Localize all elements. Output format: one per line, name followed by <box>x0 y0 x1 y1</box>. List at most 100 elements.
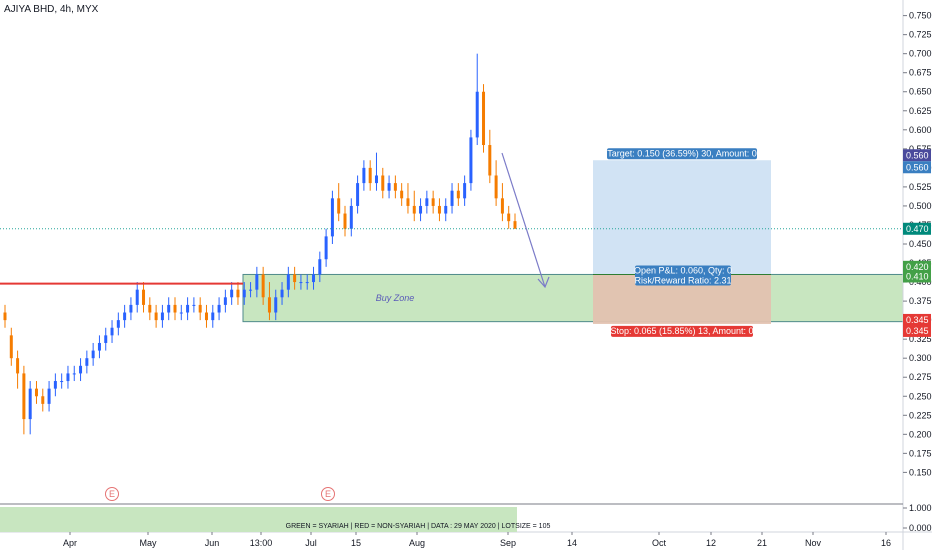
candle-body <box>91 350 95 359</box>
price-axis[interactable]: 0.150 0.175 0.200 0.225 0.250 0.275 0.300 0.325… <box>902 0 932 550</box>
time-axis[interactable]: Apr May Jun 13:00 Jul 15 Aug Sep 14 Oct 12 21 Nov 16 <box>0 531 932 548</box>
price-tick-label: 0.525 <box>909 182 932 192</box>
candle-body <box>34 388 38 397</box>
candle-body <box>167 304 171 313</box>
entry-price-tag: 0.410 <box>906 271 929 281</box>
price-tick-label: 0.250 <box>909 391 932 401</box>
candle-body <box>3 312 7 321</box>
candle-body <box>154 312 158 321</box>
candle-body <box>293 274 297 283</box>
lower-tick-label: 1.000 <box>909 503 932 513</box>
stop-label: Stop: 0.065 (15.85%) 13, Amount: 0 <box>610 326 753 336</box>
candle-body <box>267 297 271 313</box>
candle-body <box>318 259 322 275</box>
candle-body <box>173 304 177 313</box>
candle-body <box>475 91 479 138</box>
candle-body <box>223 297 227 305</box>
zones-layer: Buy Zone <box>242 160 904 324</box>
time-tick-label: 12 <box>706 538 716 548</box>
time-tick-label: 21 <box>757 538 767 548</box>
candle-body <box>255 274 259 290</box>
candle-body <box>66 373 70 382</box>
price-tick-label: 0.150 <box>909 467 932 477</box>
candle-body <box>274 297 278 313</box>
candle-body <box>488 145 492 176</box>
candle-body <box>356 183 360 206</box>
candle-body <box>211 312 215 321</box>
time-tick-label: Jun <box>205 538 220 548</box>
candle-body <box>85 358 89 366</box>
stop-top-tag: 0.345 <box>906 315 929 325</box>
candle-body <box>28 388 32 420</box>
candle-body <box>242 289 246 298</box>
candle-body <box>324 236 328 260</box>
short-target-tag: 0.560 <box>906 150 929 160</box>
time-tick-label: 13:00 <box>250 538 273 548</box>
stop-price-tag: 0.345 <box>906 326 929 336</box>
candle-body <box>249 289 253 291</box>
price-tick-label: 0.225 <box>909 410 932 420</box>
candle-body <box>305 282 309 284</box>
candle-body <box>482 91 486 146</box>
current-price-tag-box <box>903 222 931 235</box>
candle-body <box>469 137 473 184</box>
candle-body <box>425 198 429 206</box>
target-price-tag-box <box>903 161 931 174</box>
candle-body <box>412 205 416 214</box>
time-tick-label: 16 <box>881 538 891 548</box>
candle-body <box>330 198 334 237</box>
candle-body <box>97 342 101 351</box>
candle-body <box>41 396 45 404</box>
candle-body <box>500 198 504 214</box>
candle-body <box>148 304 152 313</box>
earnings-marker-circle <box>321 487 335 501</box>
earnings-marker-label: E <box>109 489 115 499</box>
time-tick-label: Nov <box>805 538 822 548</box>
price-tick-label: 0.325 <box>909 334 932 344</box>
candle-body <box>513 221 517 229</box>
price-tick-label: 0.500 <box>909 201 932 211</box>
overlay-layer: Target: 0.150 (36.59%) 30, Amount: 0 Open… <box>0 148 903 501</box>
entry-price-tag-box <box>903 270 931 283</box>
time-tick-label: May <box>139 538 157 548</box>
candle-body <box>312 274 316 283</box>
candle-body <box>387 183 391 191</box>
candle-body <box>22 373 26 420</box>
candle-body <box>16 358 20 374</box>
time-tick-label: Aug <box>409 538 425 548</box>
candle-body <box>419 205 423 214</box>
candle-body <box>261 274 265 298</box>
stop-top-tag-box <box>903 313 931 326</box>
candle-body <box>129 304 133 313</box>
candle-body <box>110 327 114 336</box>
candle-body <box>217 304 221 313</box>
target-label-box <box>607 148 757 160</box>
price-tick-label: 0.650 <box>909 87 932 97</box>
time-tick-label: 15 <box>351 538 361 548</box>
zone-top-tag: 0.420 <box>906 262 929 272</box>
target-price-tag: 0.560 <box>906 162 929 172</box>
candle-body <box>160 312 164 321</box>
candle-body <box>337 198 341 214</box>
price-tick-label: 0.625 <box>909 106 932 116</box>
price-tick-label: 0.375 <box>909 296 932 306</box>
stop-price-tag-box <box>903 324 931 337</box>
candle-body <box>230 289 234 298</box>
time-tick-label: Sep <box>500 538 516 548</box>
earnings-marker-label: E <box>325 489 331 499</box>
candle-body <box>368 167 372 184</box>
price-tick-label: 0.600 <box>909 125 932 135</box>
candle-body <box>186 304 190 313</box>
syariah-band <box>0 507 517 532</box>
candle-body <box>192 304 196 306</box>
chart-title: AJIYA BHD, 4h, MYX <box>4 4 99 15</box>
candle-body <box>79 365 83 374</box>
time-tick-label: Oct <box>652 538 667 548</box>
candle-body <box>444 205 448 214</box>
time-tick-label: Jul <box>305 538 317 548</box>
candle-body <box>60 381 64 383</box>
candle-body <box>53 381 57 389</box>
candle-body <box>179 312 183 314</box>
candle-body <box>450 190 454 206</box>
